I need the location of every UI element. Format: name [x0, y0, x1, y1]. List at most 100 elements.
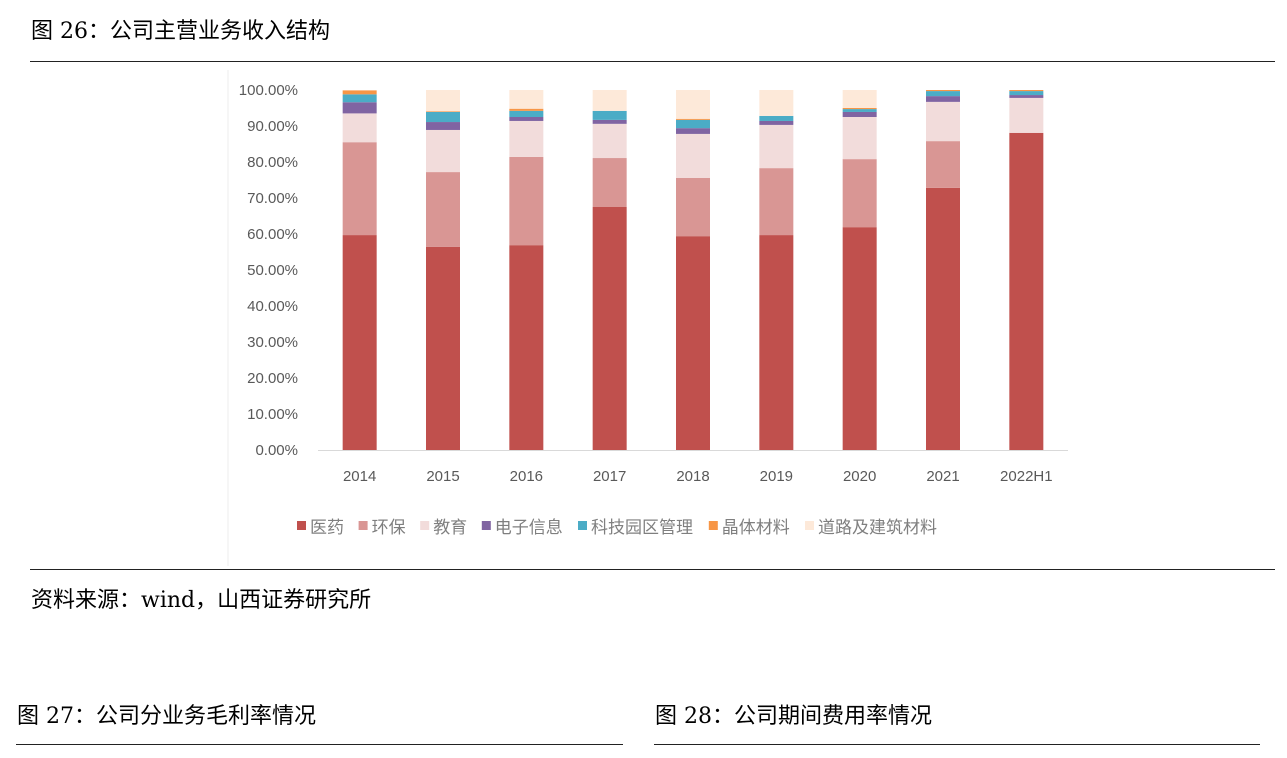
bar-segment-2-2019 [759, 124, 794, 169]
bar-segment-6-2016 [509, 90, 544, 109]
bar-segment-4-2016 [509, 110, 544, 117]
bar-segment-3-2017 [592, 119, 627, 124]
legend-label: 医药 [310, 518, 344, 538]
bars [342, 90, 1044, 451]
legend-label: 科技园区管理 [591, 518, 693, 538]
y-tick-label: 80.00% [247, 154, 298, 171]
bar-segment-3-2014 [342, 102, 377, 114]
bar-segment-0-2016 [509, 245, 544, 450]
legend-swatch [481, 521, 491, 530]
legend: 医药 环保 教育 电子信息 科技园区管理 晶体材料 道路及建筑材料 [297, 518, 937, 538]
figure-27-title: 图 27：公司分业务毛利率情况 [17, 704, 316, 729]
x-tick-label: 2018 [676, 468, 709, 485]
bar-segment-1-2018 [676, 177, 710, 237]
bar-segment-6-2019 [759, 90, 794, 116]
legend-swatch [708, 521, 718, 530]
x-tick-label: 2021 [926, 468, 959, 485]
bar-segment-0-2015 [426, 246, 460, 450]
x-tick-label: 2019 [760, 468, 793, 485]
y-tick-label: 90.00% [247, 118, 298, 135]
x-tick-label: 2022H1 [1000, 468, 1053, 485]
bar-segment-5-2018 [676, 118, 710, 120]
legend-swatch [358, 521, 368, 530]
bar-segment-4-2015 [426, 111, 460, 123]
y-axis: 0.00% 10.00% 20.00% 30.00% 40.00% 50.00% 60.00… [239, 82, 298, 459]
legend-swatch [805, 521, 814, 530]
bar-segment-4-2021 [926, 91, 960, 97]
bar-segment-3-2019 [759, 120, 794, 125]
bar-segment-3-2022H1 [1009, 95, 1044, 98]
bar-segment-4-2017 [592, 110, 627, 120]
figure-27-rule [16, 744, 623, 745]
y-tick-label: 0.00% [255, 442, 298, 459]
source-rule [30, 569, 1275, 570]
y-tick-label: 50.00% [247, 262, 298, 279]
bar-segment-2-2020 [842, 117, 877, 160]
bar-segment-4-2022H1 [1009, 91, 1044, 96]
bar-segment-2-2014 [342, 113, 377, 143]
legend-label: 环保 [372, 518, 406, 538]
title-rule [30, 61, 1275, 62]
bar-segment-4-2014 [342, 94, 377, 103]
legend-label: 道路及建筑材料 [818, 518, 937, 538]
legend-swatch [297, 521, 306, 530]
bar-segment-3-2020 [842, 111, 877, 117]
x-tick-label: 2015 [426, 468, 459, 485]
bar-segment-0-2019 [759, 235, 794, 450]
legend-label: 教育 [433, 518, 467, 538]
bar-segment-1-2017 [592, 158, 627, 207]
figure-26-title: 图 26：公司主营业务收入结构 [31, 19, 330, 44]
bar-segment-6-2017 [592, 90, 627, 111]
legend-label: 电子信息 [495, 518, 563, 538]
stacked-bar-chart: 0.00% 10.00% 20.00% 30.00% 40.00% 50.00% 60.00… [227, 70, 1068, 566]
y-tick-label: 20.00% [247, 370, 298, 387]
y-tick-label: 70.00% [247, 190, 298, 207]
bar-segment-1-2019 [759, 168, 794, 236]
bar-segment-1-2015 [426, 172, 460, 247]
bar-segment-6-2020 [842, 90, 877, 108]
bar-segment-5-2015 [426, 111, 460, 112]
bar-segment-2-2015 [426, 129, 460, 173]
figure-28-title: 图 28：公司期间费用率情况 [655, 704, 932, 729]
bar-segment-4-2019 [759, 115, 794, 121]
y-tick-label: 10.00% [247, 406, 298, 423]
bar-segment-5-2016 [509, 108, 544, 111]
bar-segment-1-2014 [342, 142, 377, 236]
x-axis: 2014 2015 2016 2017 2018 2019 2020 2021 2022H1 [343, 468, 1053, 485]
bar-segment-4-2020 [842, 109, 877, 112]
legend-label: 晶体材料 [722, 518, 790, 538]
bar-segment-2-2021 [926, 101, 960, 142]
x-tick-label: 2016 [510, 468, 543, 485]
bar-segment-2-2016 [509, 120, 544, 157]
bar-segment-0-2014 [342, 235, 377, 450]
x-tick-label: 2020 [843, 468, 876, 485]
figure-26-source: 资料来源：wind，山西证券研究所 [31, 588, 372, 613]
bar-segment-4-2018 [676, 119, 710, 129]
bar-segment-5-2022H1 [1009, 90, 1044, 92]
bar-segment-0-2021 [926, 187, 960, 451]
y-tick-label: 40.00% [247, 298, 298, 315]
y-tick-label: 60.00% [247, 226, 298, 243]
y-tick-label: 100.00% [239, 82, 298, 99]
bar-segment-3-2015 [426, 122, 460, 130]
bar-segment-6-2015 [426, 90, 460, 112]
figure-28-rule [654, 744, 1260, 745]
y-tick-label: 30.00% [247, 334, 298, 351]
bar-segment-0-2017 [592, 207, 627, 450]
bar-segment-5-2014 [342, 90, 377, 95]
bar-segment-1-2021 [926, 141, 960, 188]
bar-segment-2-2018 [676, 133, 710, 178]
bar-segment-5-2020 [842, 108, 877, 110]
x-tick-label: 2017 [593, 468, 626, 485]
bar-segment-2-2022H1 [1009, 97, 1044, 133]
bar-segment-0-2020 [842, 227, 877, 450]
bar-segment-6-2018 [676, 90, 710, 119]
bar-segment-3-2016 [509, 117, 544, 121]
x-tick-label: 2014 [343, 468, 376, 485]
legend-swatch [578, 521, 587, 530]
bar-segment-3-2018 [676, 128, 710, 134]
bar-segment-1-2020 [842, 159, 877, 228]
bar-segment-1-2016 [509, 156, 544, 246]
legend-swatch [420, 521, 430, 530]
bar-segment-5-2021 [926, 90, 960, 92]
